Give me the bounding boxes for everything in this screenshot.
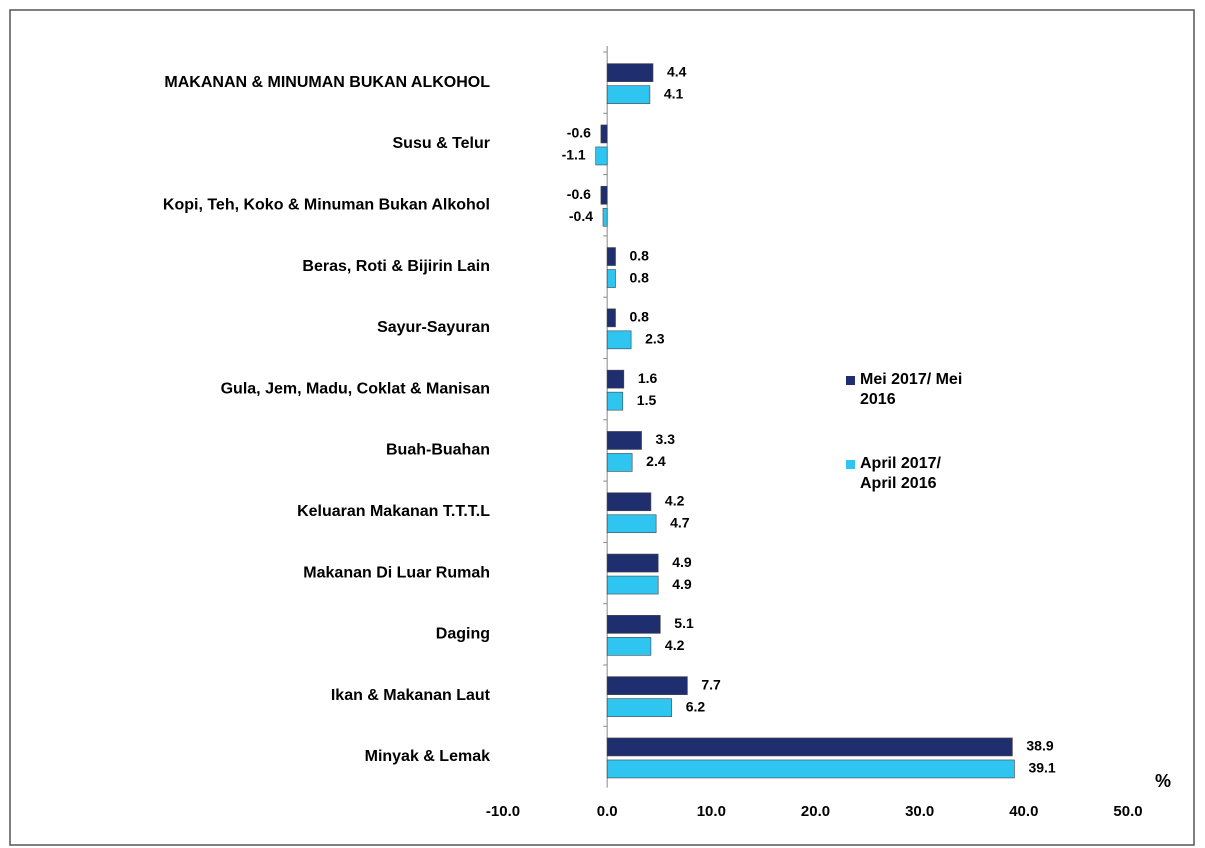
value-label: -0.6 xyxy=(567,125,591,141)
bar xyxy=(606,63,654,82)
x-tick-label: 10.0 xyxy=(697,803,726,820)
y-tick-label: Buah-Buahan xyxy=(386,442,490,459)
value-label: 4.7 xyxy=(670,514,690,530)
value-label: -0.6 xyxy=(567,186,591,202)
legend-swatch xyxy=(846,460,855,469)
value-label: 6.2 xyxy=(686,698,706,714)
bar xyxy=(606,676,688,695)
bar xyxy=(606,431,642,450)
value-label: 2.4 xyxy=(646,453,666,469)
value-label: 0.8 xyxy=(630,309,650,325)
bar xyxy=(606,330,632,350)
value-label: 4.9 xyxy=(672,554,692,570)
y-tick-label: Minyak & Lemak xyxy=(365,748,490,765)
bar xyxy=(606,453,633,472)
bar xyxy=(595,146,608,166)
value-label: 4.2 xyxy=(665,492,685,508)
bar xyxy=(606,553,659,573)
value-label: -1.1 xyxy=(562,147,586,163)
value-label: -0.4 xyxy=(569,208,593,224)
y-tick-label: Susu & Telur xyxy=(393,135,491,152)
x-axis-label: % xyxy=(1155,771,1171,791)
bar xyxy=(606,615,661,634)
bar xyxy=(606,269,616,288)
value-label: 1.5 xyxy=(637,392,657,408)
bar xyxy=(606,308,616,328)
y-tick-label: Gula, Jem, Madu, Coklat & Manisan xyxy=(221,380,490,397)
x-tick-label: 30.0 xyxy=(905,803,934,820)
x-tick-label: 50.0 xyxy=(1113,803,1142,820)
bar xyxy=(606,575,659,595)
value-label: 38.9 xyxy=(1026,738,1053,754)
x-tick-label: 20.0 xyxy=(801,803,830,820)
legend-item: Mei 2017/ Mei 2016 xyxy=(846,370,970,410)
legend-swatch xyxy=(846,376,855,385)
legend-label: Mei 2017/ Mei 2016 xyxy=(860,371,963,408)
bar xyxy=(606,737,1013,757)
value-label: 4.4 xyxy=(667,63,687,79)
y-tick-label: MAKANAN & MINUMAN BUKAN ALKOHOL xyxy=(164,74,490,91)
value-label: 2.3 xyxy=(645,331,665,347)
bar xyxy=(606,759,1015,779)
bar xyxy=(600,185,608,205)
value-label: 0.8 xyxy=(630,247,650,263)
y-tick-label: Keluaran Makanan T.T.T.L xyxy=(297,503,490,520)
frame xyxy=(9,9,1195,846)
bar xyxy=(606,492,652,512)
y-tick-label: Makanan Di Luar Rumah xyxy=(303,564,490,581)
value-label: 7.7 xyxy=(701,676,721,692)
y-tick-label: Kopi, Teh, Koko & Minuman Bukan Alkohol xyxy=(163,196,490,213)
value-label: 1.6 xyxy=(638,370,658,386)
bar xyxy=(600,124,608,144)
x-tick-label: 0.0 xyxy=(597,803,618,820)
legend-item: April 2017/ April 2016 xyxy=(846,454,970,494)
value-label: 39.1 xyxy=(1028,760,1055,776)
value-label: 4.1 xyxy=(664,85,684,101)
value-label: 0.8 xyxy=(630,269,650,285)
bar xyxy=(606,85,651,104)
y-tick-label: Beras, Roti & Bijirin Lain xyxy=(302,258,490,275)
legend-label: April 2017/ April 2016 xyxy=(860,455,941,492)
value-label: 4.9 xyxy=(672,576,692,592)
bar xyxy=(606,514,657,534)
x-tick-label: -10.0 xyxy=(486,803,520,820)
bar xyxy=(606,247,616,266)
y-tick-label: Ikan & Makanan Laut xyxy=(331,687,491,704)
x-tick-label: 40.0 xyxy=(1009,803,1038,820)
y-tick-label: Sayur-Sayuran xyxy=(377,319,490,336)
bar xyxy=(602,207,608,227)
bar xyxy=(606,369,625,389)
value-label: 4.2 xyxy=(665,637,685,653)
bar xyxy=(606,637,652,656)
value-label: 5.1 xyxy=(674,615,694,631)
value-label: 3.3 xyxy=(656,431,676,447)
bar xyxy=(606,391,624,411)
y-tick-label: Daging xyxy=(436,626,490,643)
bar xyxy=(606,698,673,717)
